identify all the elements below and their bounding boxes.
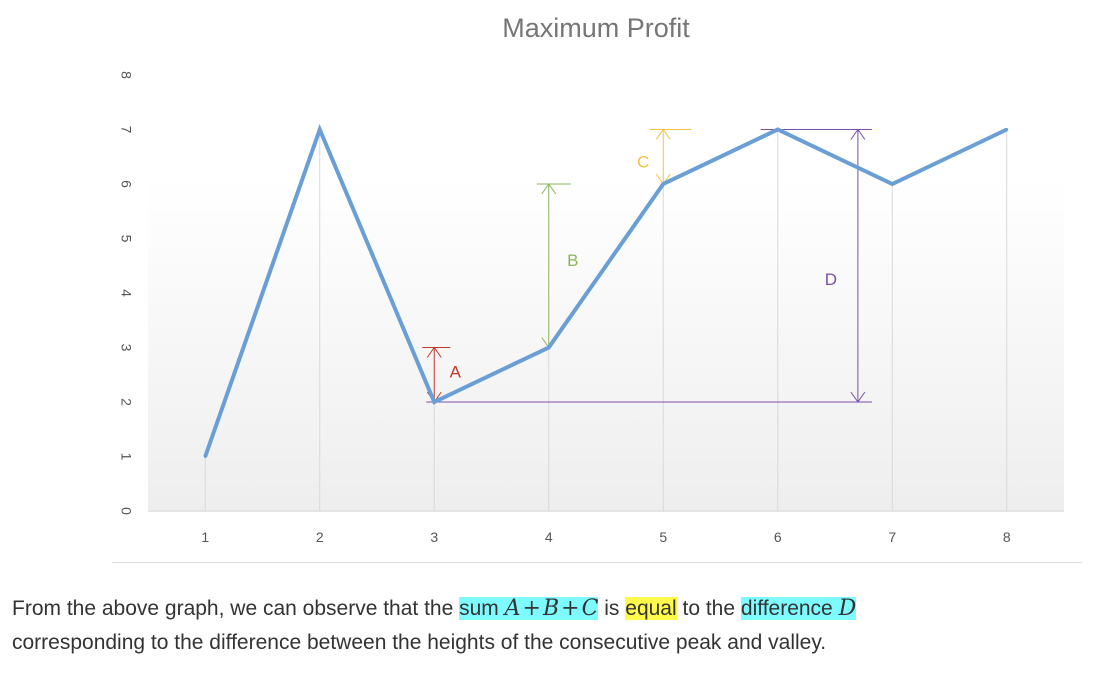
data-point bbox=[432, 400, 436, 404]
annotation-d-arrow-head-up bbox=[850, 128, 866, 140]
caption-text-2: corresponding to the difference between … bbox=[12, 631, 827, 654]
annotation-b-label: B bbox=[567, 251, 578, 270]
data-point bbox=[661, 182, 665, 186]
highlight-sum: sum bbox=[459, 597, 499, 620]
data-point bbox=[776, 128, 780, 131]
annotation-b-arrow-head-up bbox=[541, 183, 557, 195]
math-d: D bbox=[838, 596, 857, 621]
annotations: A B C D bbox=[422, 128, 872, 403]
highlight-equal: equal bbox=[625, 597, 677, 620]
caption: From the above graph, we can observe tha… bbox=[12, 592, 1102, 660]
math-b: B bbox=[542, 596, 560, 621]
caption-to-the: to the bbox=[682, 597, 736, 620]
math-plus-1: + bbox=[522, 596, 541, 621]
data-point bbox=[318, 128, 322, 131]
x-tick-label: 2 bbox=[316, 529, 324, 545]
caption-text: From the above graph, we can observe tha… bbox=[12, 597, 460, 620]
annotation-c-label: C bbox=[637, 153, 649, 172]
data-point bbox=[203, 455, 207, 458]
plot-background bbox=[148, 180, 1064, 512]
annotation-a-arrow-head-up bbox=[426, 346, 442, 358]
y-tick-label: 5 bbox=[118, 235, 134, 243]
x-tick-label: 5 bbox=[659, 529, 667, 545]
highlight-difference: difference D bbox=[740, 596, 857, 621]
x-tick-label: 1 bbox=[201, 529, 209, 545]
grid-lines bbox=[148, 129, 1064, 512]
x-tick-label: 6 bbox=[774, 529, 782, 545]
data-point bbox=[890, 182, 894, 186]
x-tick-label: 3 bbox=[430, 529, 438, 545]
chart-title: Maximum Profit bbox=[502, 13, 690, 43]
x-tick-label: 4 bbox=[545, 529, 553, 545]
maximum-profit-chart: Maximum Profit 0 1 2 3 4 5 6 7 8 1 2 3 4 5 6 7 8 A B C D bbox=[118, 13, 1064, 545]
y-tick-label: 1 bbox=[118, 453, 134, 461]
y-tick-label: 0 bbox=[118, 507, 134, 515]
y-tick-label: 3 bbox=[118, 344, 134, 352]
x-tick-label: 7 bbox=[888, 529, 896, 545]
y-tick-label: 2 bbox=[118, 398, 134, 406]
y-axis-ticks: 0 1 2 3 4 5 6 7 8 bbox=[118, 71, 134, 515]
y-tick-label: 8 bbox=[118, 71, 134, 79]
data-point bbox=[547, 346, 551, 349]
y-tick-label: 4 bbox=[118, 289, 134, 297]
series-line-layer bbox=[203, 123, 1009, 458]
difference-word: difference bbox=[740, 597, 833, 620]
y-tick-label: 6 bbox=[118, 180, 134, 188]
annotation-d-label: D bbox=[825, 270, 837, 289]
x-tick-label: 8 bbox=[1003, 529, 1011, 545]
math-c: C bbox=[581, 596, 599, 621]
divider bbox=[112, 562, 1082, 563]
annotation-c-arrow-head-up bbox=[655, 128, 671, 140]
series-line bbox=[203, 123, 1008, 458]
y-tick-label: 7 bbox=[118, 126, 134, 134]
math-plus-2: + bbox=[561, 596, 580, 621]
math-a: A bbox=[504, 596, 521, 621]
highlight-a: A+B+C bbox=[498, 596, 599, 621]
x-axis-ticks: 1 2 3 4 5 6 7 8 bbox=[201, 529, 1011, 545]
annotation-d-arrow-head-down bbox=[850, 391, 866, 403]
annotation-a-label: A bbox=[450, 362, 462, 381]
caption-is: is bbox=[604, 597, 620, 620]
data-point bbox=[1005, 128, 1009, 131]
